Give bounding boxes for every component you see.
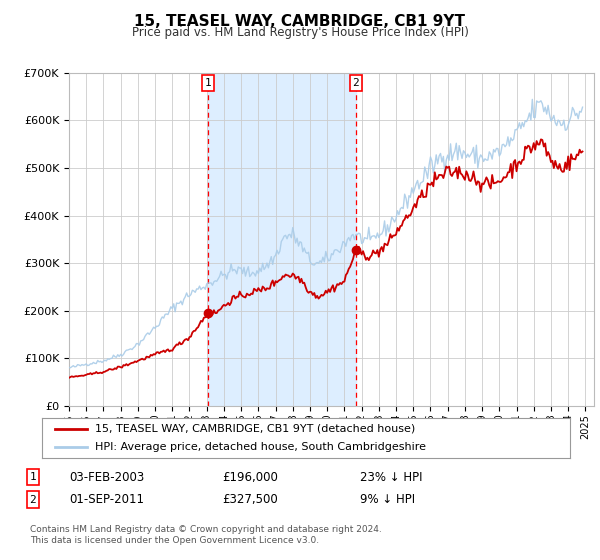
Text: 03-FEB-2003: 03-FEB-2003 <box>69 470 144 484</box>
Text: £327,500: £327,500 <box>222 493 278 506</box>
Text: 1: 1 <box>29 472 37 482</box>
Text: 01-SEP-2011: 01-SEP-2011 <box>69 493 144 506</box>
Text: This data is licensed under the Open Government Licence v3.0.: This data is licensed under the Open Gov… <box>30 536 319 545</box>
Text: 2: 2 <box>353 78 359 88</box>
Text: Contains HM Land Registry data © Crown copyright and database right 2024.: Contains HM Land Registry data © Crown c… <box>30 525 382 534</box>
Text: 2: 2 <box>29 494 37 505</box>
Text: 15, TEASEL WAY, CAMBRIDGE, CB1 9YT (detached house): 15, TEASEL WAY, CAMBRIDGE, CB1 9YT (deta… <box>95 424 415 433</box>
Text: 1: 1 <box>205 78 212 88</box>
Text: HPI: Average price, detached house, South Cambridgeshire: HPI: Average price, detached house, Sout… <box>95 442 426 452</box>
Text: 9% ↓ HPI: 9% ↓ HPI <box>360 493 415 506</box>
Bar <box>208 73 356 406</box>
Text: Price paid vs. HM Land Registry's House Price Index (HPI): Price paid vs. HM Land Registry's House … <box>131 26 469 39</box>
Text: £196,000: £196,000 <box>222 470 278 484</box>
Text: 23% ↓ HPI: 23% ↓ HPI <box>360 470 422 484</box>
Text: 15, TEASEL WAY, CAMBRIDGE, CB1 9YT: 15, TEASEL WAY, CAMBRIDGE, CB1 9YT <box>134 14 466 29</box>
